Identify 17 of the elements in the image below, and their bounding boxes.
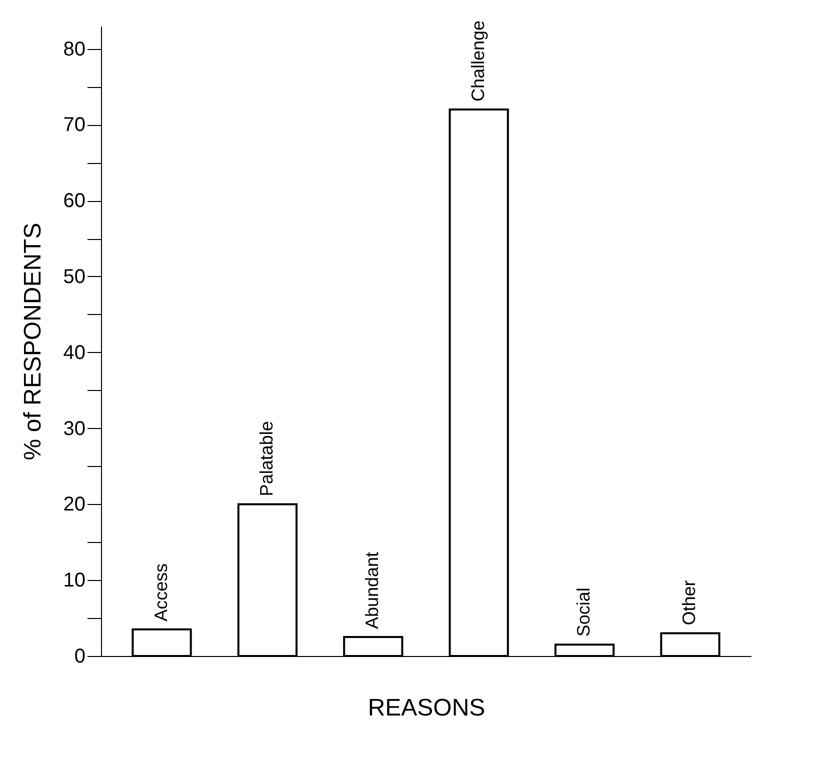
x-tick-label: Social — [574, 588, 594, 637]
x-tick-label: Challenge — [468, 20, 488, 102]
y-tick-label: 20 — [63, 494, 86, 516]
y-axis-title: % of RESPONDENTS — [19, 222, 46, 460]
x-tick-label: Abundant — [362, 552, 382, 630]
y-tick-label: 0 — [74, 646, 86, 668]
y-tick-label: 60 — [63, 190, 86, 212]
y-tick-label: 10 — [63, 570, 86, 592]
x-tick-label: Access — [150, 563, 171, 622]
y-tick-label: 30 — [63, 418, 86, 440]
x-tick-label: Palatable — [256, 421, 276, 496]
y-tick-label: 50 — [63, 266, 86, 288]
x-tick-label: Other — [679, 580, 700, 626]
y-tick-label: 80 — [63, 38, 86, 60]
y-tick-label: 70 — [63, 114, 86, 136]
x-axis-title: REASONS — [368, 694, 486, 722]
y-tick-label: 40 — [63, 342, 86, 364]
